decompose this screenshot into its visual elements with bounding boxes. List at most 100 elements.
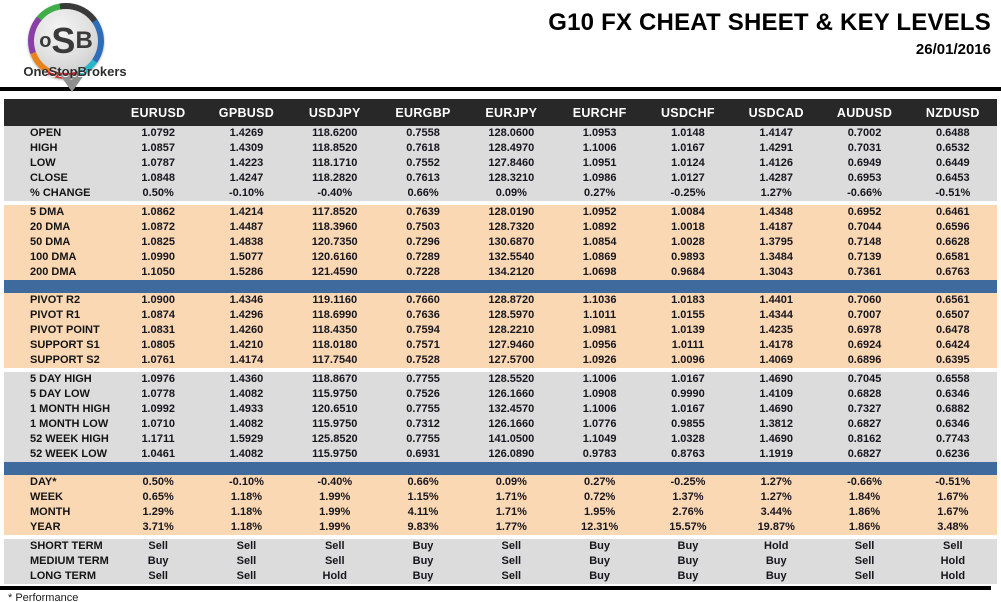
value-cell: 0.27% bbox=[584, 476, 616, 488]
value-cell: 1.0952 bbox=[582, 206, 617, 218]
value-cell: 0.9990 bbox=[671, 388, 705, 400]
row-label: PIVOT R1 bbox=[30, 309, 81, 321]
value-cell: 126.1660 bbox=[488, 388, 535, 400]
value-cell: 1.4838 bbox=[229, 236, 264, 248]
row-label: 52 WEEK HIGH bbox=[30, 433, 109, 445]
value-cell: 1.0698 bbox=[582, 266, 617, 278]
value-cell: 115.9750 bbox=[312, 448, 358, 460]
value-cell: 1.4933 bbox=[229, 403, 264, 415]
value-cell: 1.84% bbox=[848, 491, 881, 503]
table-row: SUPPORT S1 1.0805 1.4210 118.0180 0.7571 127.… bbox=[4, 338, 997, 353]
value-cell: 0.6581 bbox=[935, 251, 970, 263]
value-cell: 0.6882 bbox=[935, 403, 970, 415]
table-row: DAY* 0.50% -0.10% -0.40% 0.66% 0.09% 0.27% -0.2… bbox=[4, 475, 997, 490]
value-cell: 0.6953 bbox=[847, 172, 882, 184]
column-header-usdcad: USDCAD bbox=[748, 105, 804, 120]
value-cell: 0.6827 bbox=[847, 448, 882, 460]
value-cell: -0.25% bbox=[670, 476, 706, 488]
value-cell: 0.8763 bbox=[671, 448, 705, 460]
value-cell: 121.4590 bbox=[311, 266, 358, 278]
value-cell: 4.11% bbox=[407, 506, 439, 518]
value-cell: 1.4269 bbox=[229, 127, 264, 139]
value-cell: 1.0992 bbox=[141, 403, 175, 415]
value-cell: 0.7755 bbox=[406, 373, 440, 385]
performance-footnote: * Performance bbox=[8, 592, 79, 602]
value-cell: 1.4178 bbox=[759, 339, 794, 351]
column-header-eurgbp: EURGBP bbox=[395, 105, 451, 120]
value-cell: 0.6558 bbox=[935, 373, 970, 385]
row-label: SUPPORT S2 bbox=[30, 354, 100, 366]
value-cell: 128.2210 bbox=[488, 324, 535, 336]
value-cell: 1.67% bbox=[937, 491, 969, 503]
value-cell: 1.4690 bbox=[759, 433, 794, 445]
value-cell: 115.9750 bbox=[312, 388, 358, 400]
logo-letter-o: o bbox=[39, 30, 52, 52]
value-cell: 118.3960 bbox=[312, 221, 358, 233]
value-cell: 0.7639 bbox=[406, 206, 440, 218]
value-cell: 128.0600 bbox=[488, 127, 535, 139]
value-cell: 1.1011 bbox=[583, 309, 617, 321]
value-cell: 1.0792 bbox=[141, 127, 175, 139]
value-cell: 1.0787 bbox=[141, 157, 175, 169]
row-label: LOW bbox=[30, 157, 56, 169]
value-cell: 1.27% bbox=[760, 491, 792, 503]
signal-cell: Buy bbox=[765, 570, 787, 582]
section-pivots: PIVOT R2 1.0900 1.4346 119.1160 0.7660 128.87… bbox=[4, 293, 997, 368]
value-cell: 115.9750 bbox=[312, 418, 358, 430]
row-label: 100 DMA bbox=[30, 251, 77, 263]
footer-divider-rule bbox=[0, 586, 991, 590]
value-cell: 1.0096 bbox=[671, 354, 705, 366]
value-cell: 1.0778 bbox=[141, 388, 175, 400]
value-cell: 1.0908 bbox=[582, 388, 617, 400]
value-cell: -0.10% bbox=[229, 476, 264, 488]
value-cell: 0.6478 bbox=[935, 324, 970, 336]
row-label: WEEK bbox=[30, 491, 63, 503]
value-cell: 1.1919 bbox=[759, 448, 794, 460]
section-performance: DAY* 0.50% -0.10% -0.40% 0.66% 0.09% 0.27% -0.2… bbox=[4, 475, 997, 535]
value-cell: 1.0900 bbox=[141, 294, 175, 306]
value-cell: 1.0862 bbox=[141, 206, 175, 218]
page-title: G10 FX CHEAT SHEET & KEY LEVELS bbox=[548, 9, 991, 36]
value-cell: 0.09% bbox=[495, 187, 527, 199]
value-cell: 0.7002 bbox=[847, 127, 882, 139]
table-row: % CHANGE 0.50% -0.10% -0.40% 0.66% 0.09% 0.27%… bbox=[4, 186, 997, 201]
table-row: 52 WEEK HIGH 1.1711 1.5929 125.8520 0.7755 14… bbox=[4, 432, 997, 447]
column-header-usdchf: USDCHF bbox=[660, 105, 715, 120]
value-cell: 1.0776 bbox=[582, 418, 617, 430]
value-cell: 0.7743 bbox=[935, 433, 970, 445]
value-cell: 1.0857 bbox=[141, 142, 175, 154]
value-cell: 0.66% bbox=[407, 187, 439, 199]
value-cell: 1.0831 bbox=[141, 324, 175, 336]
row-label: 1 MONTH LOW bbox=[30, 418, 109, 430]
value-cell: 130.6870 bbox=[488, 236, 535, 248]
value-cell: 0.6395 bbox=[935, 354, 970, 366]
signal-cell: Sell bbox=[236, 570, 257, 582]
value-cell: 127.5700 bbox=[488, 354, 535, 366]
value-cell: 118.0180 bbox=[312, 339, 358, 351]
value-cell: 0.7031 bbox=[847, 142, 882, 154]
value-cell: 1.4346 bbox=[229, 294, 264, 306]
value-cell: 1.0183 bbox=[671, 294, 705, 306]
value-cell: 127.9460 bbox=[488, 339, 535, 351]
value-cell: 1.4247 bbox=[229, 172, 264, 184]
value-cell: 1.86% bbox=[848, 521, 881, 533]
value-cell: 0.7503 bbox=[406, 221, 440, 233]
value-cell: 0.7045 bbox=[847, 373, 882, 385]
value-cell: 0.72% bbox=[584, 491, 616, 503]
value-cell: 1.0976 bbox=[141, 373, 175, 385]
table-row: 1 MONTH LOW 1.0710 1.4082 115.9750 0.7312 126… bbox=[4, 417, 997, 432]
value-cell: 1.4291 bbox=[759, 142, 794, 154]
value-cell: 1.4296 bbox=[229, 309, 264, 321]
value-cell: 0.7007 bbox=[847, 309, 882, 321]
table-row: WEEK 0.65% 1.18% 1.99% 1.15% 1.71% 0.72% 1.37% 1… bbox=[4, 490, 997, 505]
table-row: 5 DAY LOW 1.0778 1.4082 115.9750 0.7526 126.1… bbox=[4, 387, 997, 402]
value-cell: 1.77% bbox=[495, 521, 527, 533]
value-cell: 1.1036 bbox=[582, 294, 617, 306]
value-cell: 1.0461 bbox=[141, 448, 175, 460]
value-cell: 0.7613 bbox=[406, 172, 440, 184]
value-cell: 125.8520 bbox=[311, 433, 358, 445]
value-cell: 0.6461 bbox=[935, 206, 970, 218]
fx-table: EURUSD GPBUSD USDJPY EURGBP EURJPY EURCHF USDC… bbox=[4, 99, 997, 584]
